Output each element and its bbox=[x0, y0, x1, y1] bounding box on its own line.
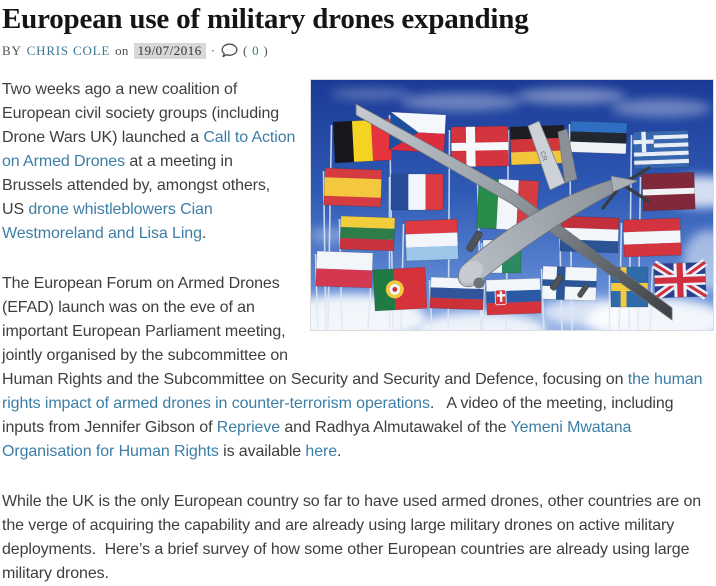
paragraph: While the UK is the only European countr… bbox=[2, 490, 714, 586]
drone-nose-dome bbox=[459, 260, 483, 284]
text-run: at a meeting in Brussels attended by, am… bbox=[2, 152, 271, 218]
text-link[interactable]: the human rights impact of armed drones … bbox=[2, 370, 703, 412]
text-link[interactable]: here bbox=[305, 442, 338, 460]
drone-fuselage bbox=[457, 178, 618, 288]
flag-latvia bbox=[641, 171, 696, 212]
author-link[interactable]: CHRIS COLE bbox=[26, 42, 111, 58]
paragraph: The European Forum on Armed Drones (EFAD… bbox=[2, 272, 714, 464]
flag-spain bbox=[323, 167, 383, 208]
flag-france bbox=[390, 173, 444, 211]
flag-pole bbox=[327, 124, 333, 330]
flag-pole bbox=[322, 170, 327, 330]
text-run: is available bbox=[218, 442, 306, 460]
flag-portugal bbox=[372, 266, 428, 312]
flag-greece bbox=[632, 129, 690, 170]
drone-tail-code: CR bbox=[538, 150, 548, 162]
flag-estonia bbox=[569, 120, 628, 155]
byline-connector: on bbox=[115, 42, 129, 58]
drone-wings bbox=[355, 103, 673, 321]
flag-united-kingdom bbox=[651, 258, 709, 302]
flag-pole bbox=[314, 253, 319, 330]
flag-austria bbox=[622, 217, 682, 258]
flag-finland bbox=[541, 265, 598, 302]
comments-bubble-icon[interactable] bbox=[221, 43, 238, 58]
article-body: CR Two weeks ago a new coalition of Euro… bbox=[2, 78, 714, 586]
text-run: While the UK is the only European countr… bbox=[2, 492, 702, 582]
text-run: . bbox=[337, 442, 342, 460]
comments-count: 0 bbox=[252, 42, 260, 58]
comments-count-link[interactable]: ( 0 ) bbox=[243, 43, 269, 59]
text-link[interactable]: Reprieve bbox=[216, 418, 281, 436]
flag-slovakia bbox=[485, 277, 542, 316]
flag-pole bbox=[481, 282, 486, 330]
text-link[interactable]: drone whistleblowers Cian Westmoreland a… bbox=[2, 200, 213, 242]
byline-separator: · bbox=[210, 42, 216, 58]
article-hero-image[interactable]: CR bbox=[310, 78, 714, 331]
text-run: and Radhya Almutawakel of the bbox=[280, 418, 511, 436]
comments-paren-close: ) bbox=[263, 42, 269, 58]
text-run: Two weeks ago a new coalition of Europea… bbox=[2, 80, 280, 146]
paragraph: Two weeks ago a new coalition of Europea… bbox=[2, 78, 714, 246]
post-date-badge: 19/07/2016 bbox=[133, 42, 206, 59]
byline-prefix: BY bbox=[2, 42, 22, 58]
comments-paren-open: ( bbox=[242, 42, 249, 58]
flag-lithuania bbox=[339, 215, 396, 252]
flag-luxembourg bbox=[404, 218, 459, 262]
flag-denmark bbox=[450, 125, 510, 168]
flag-pole bbox=[540, 268, 545, 330]
text-link[interactable]: Call to Action on Armed Drones bbox=[2, 128, 296, 170]
flag-russia bbox=[429, 276, 485, 311]
byline: BY CHRIS COLE on 19/07/2016 · ( 0 ) bbox=[2, 42, 714, 59]
page-title: European use of military drones expandin… bbox=[2, 3, 529, 35]
drone-aircraft: CR bbox=[355, 103, 673, 321]
text-run: The European Forum on Armed Drones (EFAD… bbox=[2, 274, 628, 388]
drone-sensor-ball bbox=[473, 277, 485, 289]
flag-poland bbox=[315, 250, 374, 289]
text-run: . bbox=[201, 224, 207, 242]
drone-tail-fin bbox=[527, 120, 566, 191]
text-run: . A video of the meeting, including inpu… bbox=[2, 394, 674, 436]
drone-tail-fin-rear bbox=[557, 128, 578, 184]
drone-prop-spinner bbox=[610, 175, 640, 193]
text-link[interactable]: Yemeni Mwatana Organisation for Human Ri… bbox=[2, 418, 632, 460]
